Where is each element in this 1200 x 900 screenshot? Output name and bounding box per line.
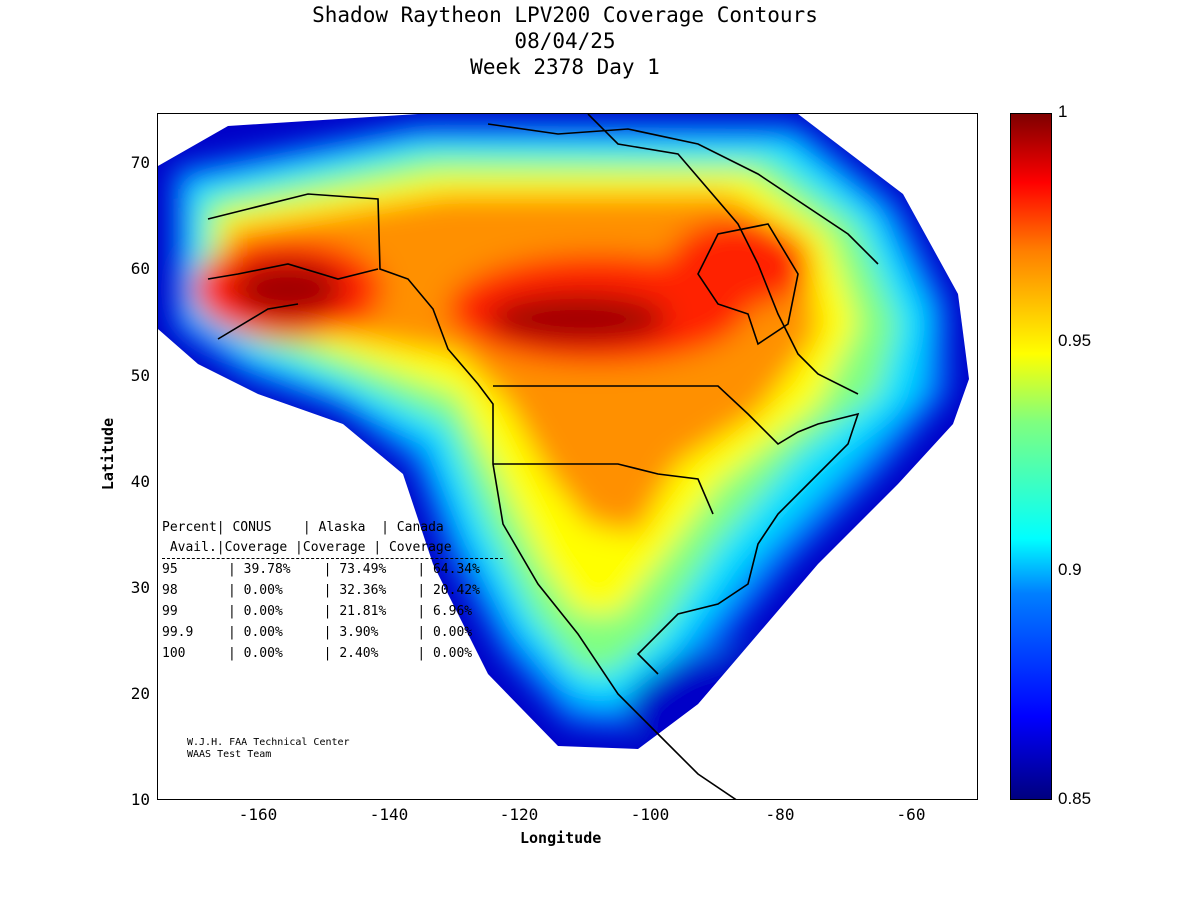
cell-avail: 95 (162, 562, 178, 577)
table-row: 99.9 | 0.00% | 3.90% | 0.00% (162, 622, 503, 643)
separator: | (228, 646, 244, 661)
separator: | (417, 583, 433, 598)
title-week: Week 2378 Day 1 (470, 55, 660, 79)
x-axis-label: Longitude (520, 829, 602, 847)
separator: | (228, 625, 244, 640)
separator: | (323, 604, 340, 619)
y-tick: 70 (130, 153, 150, 172)
cell-conus: 39.78% (243, 562, 291, 577)
table-header-2: Avail.|Coverage |Coverage | Coverage (162, 538, 503, 559)
colorbar-tick: 0.95 (1058, 331, 1092, 350)
y-tick: 20 (130, 684, 150, 703)
cell-alaska: 21.81% (339, 604, 387, 619)
x-tick: -160 (238, 805, 278, 824)
table-row: 95 | 39.78% | 73.49% | 64.34% (162, 559, 503, 580)
x-tick: -120 (499, 805, 539, 824)
x-tick: -100 (630, 805, 670, 824)
cell-canada: 0.00% (432, 646, 473, 661)
cell-avail: 99 (162, 604, 178, 619)
y-tick: 60 (130, 259, 150, 278)
y-axis-label: Latitude (99, 417, 118, 491)
cell-conus: 0.00% (243, 625, 283, 640)
separator: | (417, 604, 433, 619)
separator: | (417, 562, 433, 577)
cell-avail: 100 (162, 646, 186, 661)
cell-conus: 0.00% (243, 646, 283, 661)
y-tick: 50 (130, 366, 150, 385)
table-header-1: Percent| CONUS | Alaska | Canada (162, 520, 444, 535)
chart-title: Shadow Raytheon LPV200 Coverage Contours… (0, 2, 1130, 80)
separator: | (228, 583, 244, 598)
colorbar-tick: 0.9 (1058, 560, 1082, 579)
cell-canada: 20.42% (432, 583, 480, 598)
y-tick: 40 (130, 472, 150, 491)
colorbar-tick: 0.85 (1058, 789, 1092, 808)
y-tick: 10 (130, 790, 150, 809)
cell-alaska: 32.36% (339, 583, 387, 598)
separator: | (323, 562, 340, 577)
x-tick: -80 (765, 805, 795, 824)
cell-alaska: 73.49% (339, 562, 387, 577)
separator: | (417, 646, 433, 661)
credit-text: W.J.H. FAA Technical Center WAAS Test Te… (187, 737, 350, 761)
separator: | (228, 562, 244, 577)
coverage-table: Percent| CONUS | Alaska | Canada Avail.|… (162, 517, 503, 664)
separator: | (228, 604, 244, 619)
coverage-map (157, 113, 978, 800)
colorbar (1010, 113, 1052, 800)
separator: | (323, 646, 340, 661)
cell-avail: 98 (162, 583, 178, 598)
title-date: 08/04/25 (514, 29, 616, 53)
table-row: 98 | 0.00% | 32.36% | 20.42% (162, 580, 503, 601)
table-row: 99 | 0.00% | 21.81% | 6.96% (162, 601, 503, 622)
cell-avail: 99.9 (162, 625, 194, 640)
cell-conus: 0.00% (243, 583, 283, 598)
separator: | (323, 583, 340, 598)
cell-alaska: 3.90% (339, 625, 379, 640)
credit-line-2: WAAS Test Team (187, 749, 272, 760)
credit-line-1: W.J.H. FAA Technical Center (187, 737, 350, 748)
table-row: 100 | 0.00% | 2.40% | 0.00% (162, 643, 503, 664)
x-tick: -60 (896, 805, 926, 824)
cell-canada: 6.96% (432, 604, 473, 619)
cell-canada: 64.34% (432, 562, 480, 577)
coastlines (207, 114, 879, 799)
title-line-1: Shadow Raytheon LPV200 Coverage Contours (312, 3, 818, 27)
x-tick: -140 (369, 805, 409, 824)
y-tick: 30 (130, 578, 150, 597)
colorbar-tick: 1 (1058, 102, 1068, 121)
cell-alaska: 2.40% (339, 646, 379, 661)
separator: | (417, 625, 433, 640)
separator: | (323, 625, 340, 640)
cell-canada: 0.00% (432, 625, 473, 640)
cell-conus: 0.00% (243, 604, 283, 619)
